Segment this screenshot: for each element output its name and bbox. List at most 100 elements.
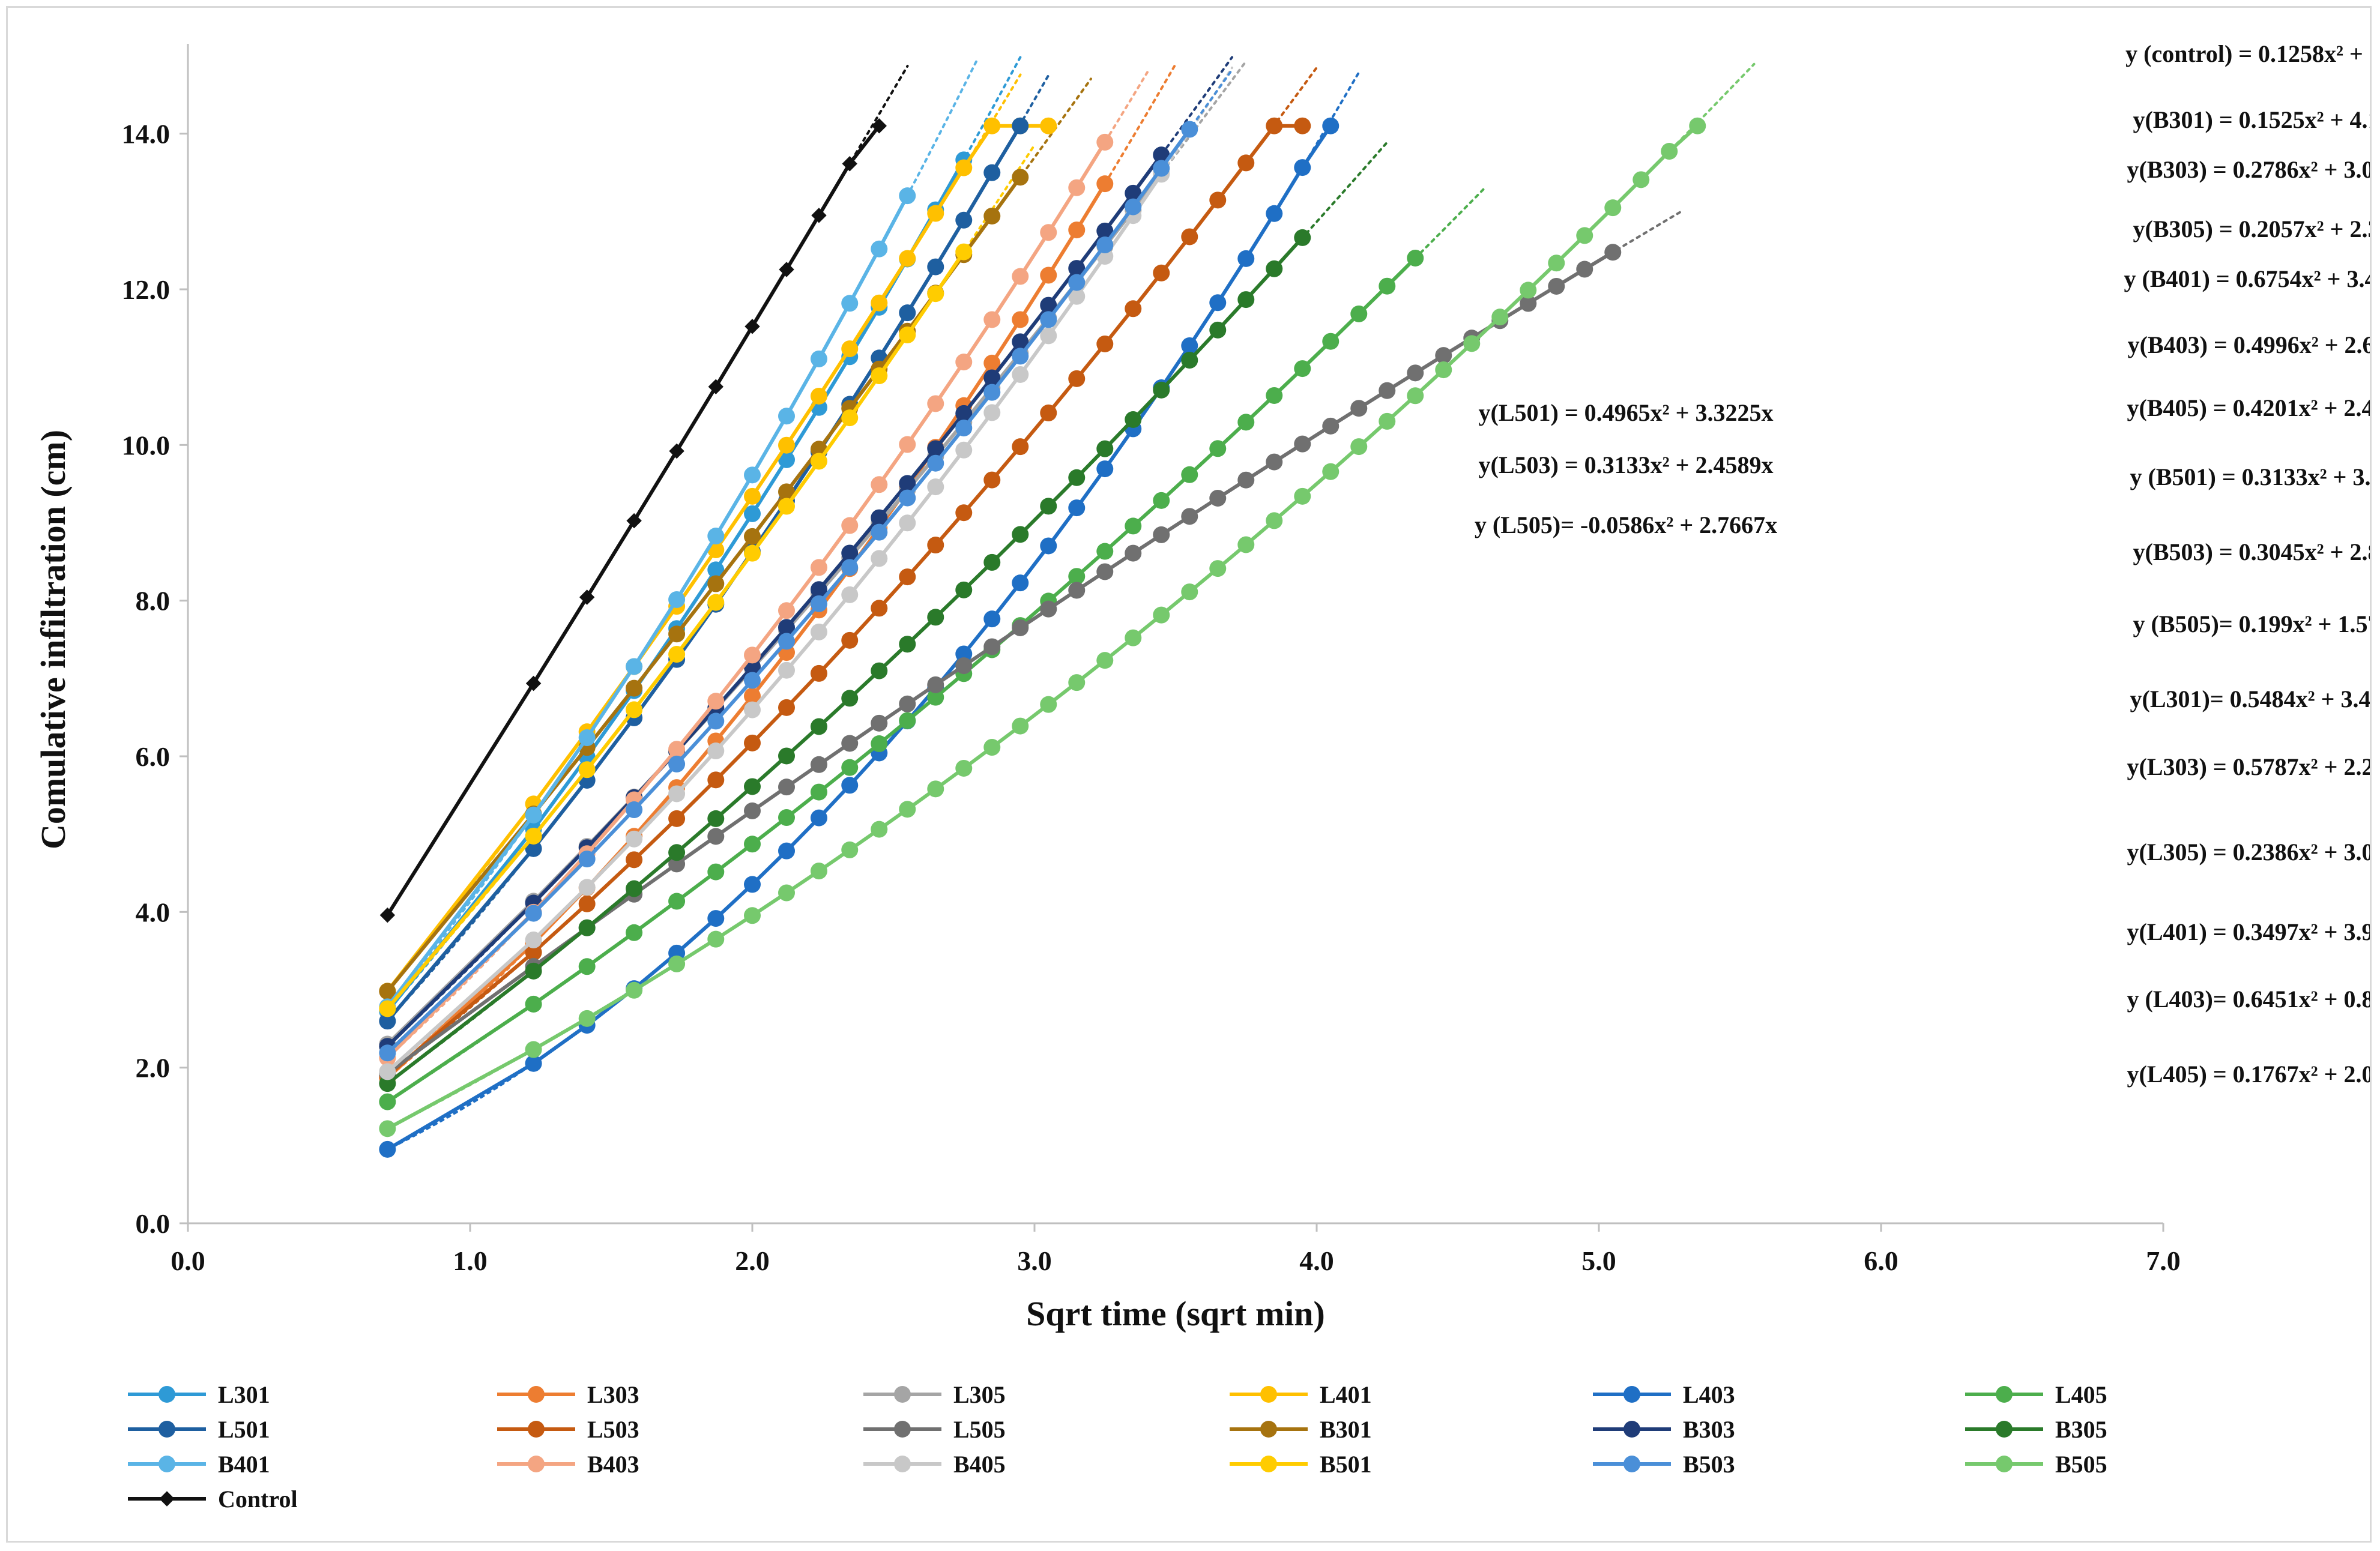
data-point-b303 xyxy=(1125,184,1142,202)
data-point-l505 xyxy=(1181,508,1198,525)
data-point-l403 xyxy=(1266,205,1283,222)
y-tick-label: 2.0 xyxy=(136,1053,171,1083)
data-point-b305 xyxy=(744,778,761,795)
equation-label: y(L405) = 0.1767x² + 2.0826x xyxy=(2127,1061,2370,1088)
legend-marker xyxy=(159,1421,175,1438)
data-point-l503 xyxy=(899,568,916,586)
data-point-b305 xyxy=(1125,411,1142,428)
data-point-b305 xyxy=(841,690,859,707)
data-point-l405 xyxy=(1068,568,1086,585)
data-point-b505 xyxy=(1266,512,1283,529)
data-point-l503 xyxy=(955,504,973,522)
data-point-b501 xyxy=(955,243,973,261)
data-point-l401 xyxy=(983,117,1001,134)
data-point-b303 xyxy=(983,369,1001,387)
y-axis-label: Comulative infiltration (cm) xyxy=(34,430,73,849)
data-point-b503 xyxy=(525,905,542,922)
data-point-b301 xyxy=(626,679,643,697)
data-point-b305 xyxy=(1181,352,1198,369)
data-point-l405 xyxy=(578,958,596,975)
data-point-l503 xyxy=(1068,370,1086,387)
data-point-b303 xyxy=(778,619,796,636)
data-point-b405 xyxy=(841,586,859,603)
data-point-b303 xyxy=(841,544,859,562)
data-point-b303 xyxy=(1068,260,1086,277)
legend-marker xyxy=(528,1386,545,1403)
data-point-l403 xyxy=(1068,499,1086,517)
data-point-b505 xyxy=(379,1120,396,1137)
legend-label: L503 xyxy=(587,1416,639,1443)
data-point-b505 xyxy=(1153,606,1170,624)
data-point-l405 xyxy=(1407,249,1424,267)
data-point-l501 xyxy=(983,164,1001,181)
data-point-b505 xyxy=(871,821,888,838)
data-point-b301 xyxy=(983,207,1001,224)
equation-label: y(B405) = 0.4201x² + 2.4582x xyxy=(2127,394,2370,421)
data-point-b505 xyxy=(1463,335,1481,352)
data-point-b401 xyxy=(899,187,916,205)
data-point-b505 xyxy=(1407,387,1424,405)
data-point-l503 xyxy=(1266,117,1283,134)
data-point-b501 xyxy=(626,701,643,718)
data-point-l401 xyxy=(1040,117,1057,134)
legend-item-l301: L301 xyxy=(128,1381,270,1408)
legend-marker xyxy=(1623,1456,1640,1472)
data-point-l505 xyxy=(1322,417,1340,435)
data-point-b505 xyxy=(1322,463,1340,480)
data-point-l505 xyxy=(1040,600,1057,618)
legend-item-b303: B303 xyxy=(1593,1416,1735,1443)
data-point-b405 xyxy=(707,742,725,760)
data-point-b503 xyxy=(1153,160,1170,177)
data-point-b405 xyxy=(778,661,796,679)
legend-label: L301 xyxy=(218,1381,270,1408)
data-point-l403 xyxy=(841,777,859,794)
data-point-b503 xyxy=(810,595,827,612)
data-point-l401 xyxy=(899,250,916,267)
x-tick-label: 0.0 xyxy=(171,1245,205,1276)
data-point-l503 xyxy=(778,699,796,716)
data-point-b503 xyxy=(1181,121,1198,138)
data-point-b305 xyxy=(707,810,725,827)
x-tick-label: 2.0 xyxy=(735,1245,770,1276)
data-point-b403 xyxy=(955,354,973,371)
data-point-b305 xyxy=(899,636,916,653)
data-point-b401 xyxy=(778,408,796,425)
data-point-l303 xyxy=(1068,221,1086,239)
data-point-l403 xyxy=(1040,537,1057,555)
data-point-b303 xyxy=(1096,222,1114,239)
legend-label: L403 xyxy=(1683,1381,1735,1408)
data-point-l505 xyxy=(927,676,944,693)
data-point-l401 xyxy=(778,436,796,454)
equation-label: y (L505)= -0.0586x² + 2.7667x xyxy=(1475,511,1777,538)
equation-label: y(B305) = 0.2057x² + 2.394x xyxy=(2133,215,2370,242)
data-point-b503 xyxy=(379,1044,396,1062)
equation-label: y (B401) = 0.6754x² + 3.4563x xyxy=(2124,265,2370,292)
series-line-l405 xyxy=(386,256,1417,1104)
data-point-b405 xyxy=(744,701,761,718)
data-point-b505 xyxy=(626,981,643,999)
data-point-b501 xyxy=(871,367,888,385)
x-axis-label: Sqrt time (sqrt min) xyxy=(1026,1294,1325,1333)
y-tick-label: 10.0 xyxy=(122,430,171,460)
data-point-b405 xyxy=(1012,366,1029,383)
legend-marker xyxy=(159,1491,175,1507)
x-tick-label: 7.0 xyxy=(2146,1245,2181,1276)
data-point-b505 xyxy=(1689,117,1706,134)
data-point-l505 xyxy=(1520,295,1537,312)
axes: 0.0 1.0 2.0 3.0 4.0 5.0 6.0 7.0 0.0 2.0 4.0 6.0 8.0 1… xyxy=(122,44,2181,1276)
data-point-l501 xyxy=(525,840,542,857)
data-point-l403 xyxy=(1322,117,1340,134)
data-point-b505 xyxy=(1068,674,1086,691)
data-point-b301 xyxy=(744,528,761,545)
data-point-l405 xyxy=(1181,466,1198,483)
data-point-b505 xyxy=(841,841,859,858)
data-point-control xyxy=(745,319,760,334)
data-point-b505 xyxy=(1350,438,1368,456)
data-point-l503 xyxy=(1237,154,1255,172)
data-point-b301 xyxy=(778,483,796,501)
data-point-b305 xyxy=(1266,260,1283,277)
x-tick-label: 5.0 xyxy=(1581,1245,1616,1276)
data-point-b501 xyxy=(744,544,761,562)
infiltration-chart: 0.0 1.0 2.0 3.0 4.0 5.0 6.0 7.0 0.0 2.0 4.0 6.0 8.0 1… xyxy=(34,40,2370,1513)
data-point-b405 xyxy=(379,1063,396,1080)
